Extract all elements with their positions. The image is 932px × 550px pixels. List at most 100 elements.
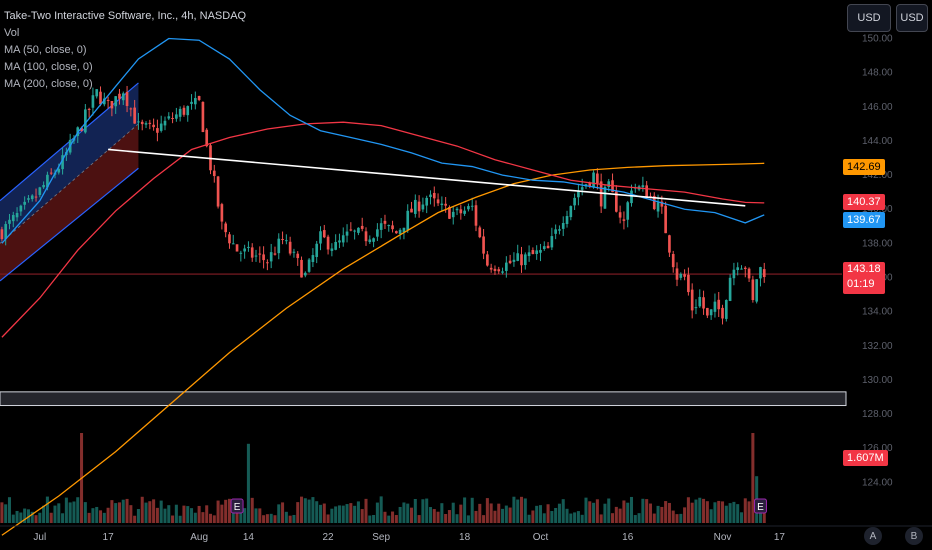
time-tick-label: 18 xyxy=(459,532,471,543)
volume-bar xyxy=(550,511,554,523)
candle-body xyxy=(505,262,508,271)
volume-bar xyxy=(686,497,690,523)
legend-ma200[interactable]: MA (200, close, 0) xyxy=(4,78,93,90)
candle-body xyxy=(190,101,193,104)
volume-bar xyxy=(72,501,76,523)
candle-body xyxy=(425,197,429,206)
currency-button[interactable]: USD xyxy=(847,4,891,32)
volume-bar xyxy=(599,514,603,523)
volume-bar xyxy=(664,501,668,523)
price-tick-label: 132.00 xyxy=(862,341,893,352)
volume-bar xyxy=(315,501,319,523)
candle-body xyxy=(417,201,421,212)
candle-body xyxy=(140,121,144,125)
volume-bar xyxy=(133,515,137,523)
candle-body xyxy=(436,199,440,204)
candle-body xyxy=(159,123,163,131)
volume-bar xyxy=(53,505,57,523)
ma100-line xyxy=(1,121,765,338)
volume-bar xyxy=(322,503,326,523)
volume-bar xyxy=(303,498,307,523)
candle-body xyxy=(152,124,155,128)
volume-bar xyxy=(364,498,368,523)
candle-body xyxy=(250,247,254,258)
channel-mid-line xyxy=(0,123,139,244)
candle-body xyxy=(470,205,474,207)
volume-bar xyxy=(68,502,72,523)
volume-bar xyxy=(679,513,683,523)
candle-body xyxy=(106,99,110,101)
candle-body xyxy=(596,173,599,184)
candle-body xyxy=(23,201,26,205)
volume-bar xyxy=(656,505,660,523)
volume-bar xyxy=(455,514,459,523)
candle-body xyxy=(118,93,121,99)
volume-bar xyxy=(155,507,159,523)
candle-body xyxy=(292,251,296,253)
candle-body xyxy=(360,225,364,229)
candle-body xyxy=(80,127,83,131)
volume-bar xyxy=(391,511,395,523)
candle-body xyxy=(542,246,546,250)
candle-body xyxy=(709,309,713,316)
candle-body xyxy=(201,101,205,133)
candle-body xyxy=(57,168,61,173)
candle-body xyxy=(326,236,330,250)
candle-body xyxy=(114,96,118,107)
volume-bar xyxy=(743,498,747,523)
candle-body xyxy=(273,253,277,255)
currency-button-secondary[interactable]: USD xyxy=(896,4,928,32)
volume-bar xyxy=(633,515,637,523)
volume-bar xyxy=(645,499,649,523)
candle-body xyxy=(395,231,398,234)
legend-vol[interactable]: Vol xyxy=(4,27,20,39)
volume-bar xyxy=(83,502,87,523)
volume-bar xyxy=(326,514,330,523)
volume-bar xyxy=(57,503,61,523)
price-tick-label: 150.00 xyxy=(862,34,893,45)
volume-bar xyxy=(576,511,580,523)
candle-body xyxy=(125,91,129,107)
candle-body xyxy=(95,89,99,97)
volume-bar xyxy=(311,497,315,523)
candle-body xyxy=(569,206,573,218)
volume-bar xyxy=(349,503,353,523)
earnings-marker-box xyxy=(753,498,767,514)
support-zone xyxy=(0,391,847,407)
candle-body xyxy=(334,241,337,250)
candle-body xyxy=(186,106,190,116)
log-scale-button[interactable]: B xyxy=(905,527,923,545)
volume-bar xyxy=(519,496,524,523)
candle-body xyxy=(330,248,334,251)
time-tick-label: Jul xyxy=(33,532,46,543)
symbol-title[interactable]: Take-Two Interactive Software, Inc., 4h,… xyxy=(4,10,247,22)
volume-bar xyxy=(42,505,46,523)
ma200-line xyxy=(1,162,765,536)
candle-body xyxy=(345,231,349,236)
volume-bar xyxy=(379,496,383,523)
volume-bar xyxy=(0,502,4,523)
candle-body xyxy=(258,253,262,255)
volume-bar xyxy=(281,502,285,523)
volume-bar xyxy=(702,498,706,523)
volume-bar xyxy=(629,496,634,523)
volume-bar xyxy=(356,501,360,523)
candle-body xyxy=(740,268,743,270)
auto-scale-button[interactable]: A xyxy=(864,527,882,545)
volume-bar xyxy=(447,510,451,523)
candle-body xyxy=(550,236,554,248)
candle-body xyxy=(652,195,656,210)
volume-bar xyxy=(15,510,19,523)
legend-ma50[interactable]: MA (50, close, 0) xyxy=(4,44,87,56)
candle-body xyxy=(129,108,133,110)
volume-bar xyxy=(224,499,228,523)
candle-body xyxy=(228,234,231,244)
volume-bar xyxy=(538,505,542,523)
candle-body xyxy=(144,123,148,125)
candle-body xyxy=(743,267,747,269)
volume-bar xyxy=(573,512,577,523)
legend-ma100[interactable]: MA (100, close, 0) xyxy=(4,61,93,73)
volume-bar xyxy=(406,503,410,523)
volume-bar xyxy=(410,507,414,523)
